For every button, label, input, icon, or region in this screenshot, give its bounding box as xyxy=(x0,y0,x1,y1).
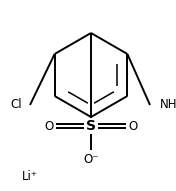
Text: S: S xyxy=(86,119,96,133)
Text: NH₂: NH₂ xyxy=(160,99,176,112)
Text: Li⁺: Li⁺ xyxy=(22,169,38,182)
Text: O: O xyxy=(45,120,54,133)
Text: Cl: Cl xyxy=(10,99,22,112)
Text: O⁻: O⁻ xyxy=(83,153,99,166)
Text: O: O xyxy=(128,120,137,133)
